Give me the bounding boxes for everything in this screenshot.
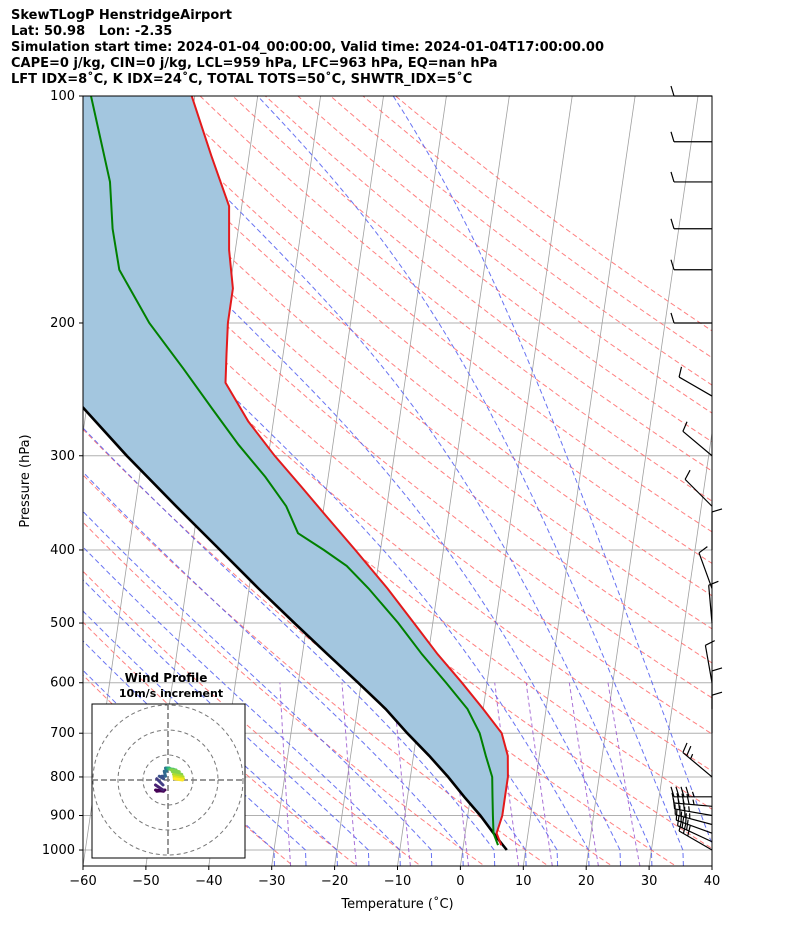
- dry-adiabat-line: [83, 220, 712, 735]
- moist-adiabat-line: [257, 96, 684, 866]
- time-line: Simulation start time: 2024-01-04_00:00:…: [11, 40, 604, 55]
- wind-barb: [708, 580, 719, 624]
- wind-barb: [704, 640, 715, 683]
- dry-adiabat-line: [297, 96, 712, 414]
- hodograph-segment: [171, 770, 184, 776]
- hodograph-segment: [172, 773, 185, 779]
- wind-barb: [671, 792, 713, 807]
- hodograph-subtitle: 10m/s increment: [119, 687, 223, 700]
- moist-adiabat-line: [83, 546, 401, 866]
- moist-adiabat-line: [83, 610, 338, 866]
- y-tick-label: 500: [50, 616, 75, 631]
- wind-barb: [670, 312, 712, 324]
- isotherm-line: [522, 96, 636, 866]
- dewpoint-line: [90, 96, 499, 846]
- dry-adiabat-line: [83, 109, 712, 630]
- mixing-ratio-line: [392, 682, 411, 866]
- x-tick-label: −30: [258, 874, 285, 889]
- hodograph-segment: [172, 777, 184, 782]
- mixing-ratio-line: [607, 682, 641, 866]
- x-axis-label: Temperature (˚C): [340, 896, 453, 912]
- moist-adiabat-line: [83, 640, 307, 866]
- y-tick-label: 100: [50, 89, 75, 104]
- wind-barb: [670, 786, 712, 798]
- hodograph-segment: [155, 777, 165, 787]
- wind-barb: [670, 171, 712, 183]
- chart-title: SkewTLogP HenstridgeAirport: [11, 8, 232, 23]
- wind-barb: [678, 366, 713, 397]
- temperature-line: [190, 96, 509, 846]
- parcel-area-shade: [83, 96, 508, 846]
- mixing-ratio-line: [279, 682, 292, 866]
- moist-adiabat-line: [83, 427, 496, 866]
- index-line: LFT IDX=8˚C, K IDX=24˚C, TOTAL TOTS=50˚C…: [11, 72, 473, 87]
- hodograph-segment: [154, 783, 165, 792]
- hodograph-segment: [162, 769, 167, 778]
- isotherm-line: [271, 96, 384, 866]
- y-tick-label: 300: [50, 449, 75, 464]
- isotherm-line: [774, 79, 794, 869]
- dry-adiabat-line: [329, 96, 712, 386]
- moist-adiabat-line: [127, 96, 653, 866]
- mixing-ratio-line: [568, 682, 599, 866]
- y-tick-label: 400: [50, 543, 75, 558]
- cape-line: CAPE=0 j/kg, CIN=0 j/kg, LCL=959 hPa, LF…: [11, 56, 498, 71]
- dry-adiabat-line: [166, 96, 712, 533]
- x-tick-label: 30: [641, 874, 658, 889]
- isotherm-line: [648, 430, 712, 866]
- x-tick-label: −50: [132, 874, 159, 889]
- moist-adiabat-line: [83, 155, 621, 866]
- isotherm-line: [585, 96, 699, 866]
- chart-header: SkewTLogP HenstridgeAirport Lat: 50.98 Lo…: [11, 8, 604, 88]
- wind-barb: [682, 421, 713, 457]
- dry-adiabat-line: [83, 182, 712, 699]
- y-tick-label: 1000: [42, 843, 75, 858]
- wind-barb: [711, 667, 723, 709]
- x-tick-label: 0: [456, 874, 464, 889]
- wind-barb: [684, 469, 713, 507]
- x-tick-label: 40: [704, 874, 721, 889]
- x-tick-label: −10: [384, 874, 411, 889]
- x-tick-label: −20: [321, 874, 348, 889]
- dry-adiabat-line: [83, 474, 550, 866]
- y-tick-label: 700: [50, 726, 75, 741]
- wind-barb: [670, 218, 712, 230]
- moist-adiabat-line: [83, 471, 464, 866]
- mixing-ratio-line: [341, 682, 357, 866]
- dry-adiabat-line: [83, 145, 712, 664]
- wind-barb: [670, 259, 712, 271]
- wind-barb: [711, 691, 723, 734]
- mixing-ratio-line: [494, 682, 520, 866]
- dry-adiabat-line: [83, 521, 486, 866]
- location-line: Lat: 50.98 Lon: -2.35: [11, 24, 173, 39]
- y-tick-label: 200: [50, 316, 75, 331]
- wind-barb: [670, 131, 712, 143]
- y-axis-label: Pressure (hPa): [18, 434, 33, 527]
- moist-adiabat-line: [392, 96, 712, 846]
- moist-adiabat-line: [83, 579, 370, 866]
- x-tick-label: −60: [69, 874, 96, 889]
- parcel-profile-line: [83, 405, 508, 851]
- hodograph-title: Wind Profile: [125, 671, 208, 685]
- isotherm-line: [711, 863, 712, 866]
- x-tick-label: 10: [515, 874, 532, 889]
- isotherm-line: [0, 79, 9, 869]
- y-tick-label: 600: [50, 676, 75, 691]
- dry-adiabat-line: [264, 96, 712, 443]
- mixing-ratio-line: [525, 682, 553, 866]
- dry-adiabat-line: [199, 96, 712, 502]
- isotherm-line: [334, 96, 447, 866]
- y-tick-label: 900: [50, 809, 75, 824]
- wind-barb: [698, 546, 713, 589]
- dry-adiabat-line: [101, 96, 712, 597]
- x-tick-label: −40: [195, 874, 222, 889]
- wind-barb: [670, 85, 712, 97]
- isotherm-line: [0, 79, 71, 869]
- wind-barb: [682, 742, 713, 778]
- x-tick-label: 20: [578, 874, 595, 889]
- wind-barb: [711, 508, 723, 550]
- y-tick-label: 800: [50, 770, 75, 785]
